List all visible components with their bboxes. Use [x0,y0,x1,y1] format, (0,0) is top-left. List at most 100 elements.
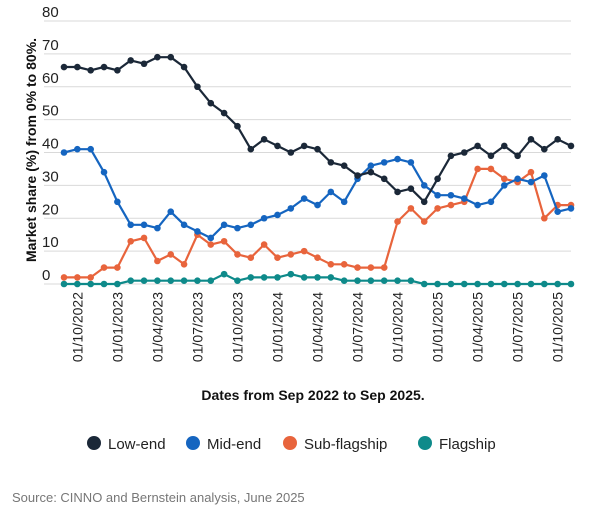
data-point [87,67,94,74]
series-lines [60,53,575,288]
data-point [74,280,81,288]
data-point [367,264,375,271]
data-point [194,228,201,235]
data-point [567,205,575,212]
x-tick-label: 01/01/2025 [430,292,446,362]
data-point [60,63,68,71]
x-tick-label: 01/04/2023 [149,292,165,362]
data-point [247,221,255,229]
x-tick-label: 01/10/2023 [229,292,245,362]
data-point [234,122,241,130]
series-line [63,148,572,240]
data-point [354,172,361,179]
data-point [207,99,215,107]
data-point [300,142,308,150]
data-point [154,224,161,232]
x-tick-label: 01/10/2024 [390,292,406,362]
y-tick-label: 20 [42,201,59,218]
data-point [340,198,348,206]
data-point [420,198,428,206]
data-point [354,264,361,271]
data-point [314,201,321,209]
data-point [527,178,535,186]
data-point [167,53,175,61]
y-tick-label: 10 [42,234,59,251]
data-point [234,251,241,258]
data-point [127,57,135,64]
data-point [380,175,388,183]
data-point [287,251,295,258]
x-tick-label: 01/04/2024 [310,292,326,362]
data-point [180,63,188,71]
data-point [354,277,361,285]
data-point [260,241,268,248]
data-point [220,237,228,245]
data-point [434,280,441,288]
data-point [514,175,521,183]
data-point [140,221,148,229]
data-point [100,168,108,176]
x-tick-label: 01/10/2025 [550,292,566,362]
series-flagship [60,270,575,288]
data-point [394,277,401,285]
data-point [340,277,348,285]
data-point [167,251,175,258]
data-point [274,142,281,150]
data-point [367,168,375,176]
y-tick-label: 70 [42,37,59,54]
data-point [140,277,148,285]
data-point [541,214,548,222]
series-mid-end [60,145,575,242]
data-point [394,218,401,225]
data-point [87,280,94,288]
data-point [447,152,455,160]
data-point [114,198,121,206]
data-point [287,270,295,278]
data-point [420,182,428,189]
data-point [114,280,121,288]
series-line [64,56,572,203]
legend-label: Mid-end [207,436,261,453]
data-point [100,63,108,71]
data-point [460,280,468,288]
data-point [247,145,255,153]
data-point [514,152,521,160]
legend-marker [186,436,200,450]
data-point [460,195,468,202]
data-point [74,145,81,153]
data-point [220,109,228,117]
data-point [327,188,335,196]
data-point [234,277,241,285]
data-point [380,264,388,271]
data-point [527,280,535,288]
series-low-end [60,53,575,206]
data-point [420,218,428,225]
x-tick-label: 01/01/2024 [269,292,285,362]
data-point [300,247,308,255]
legend-item: Sub-flagship [283,436,387,453]
data-point [554,280,561,288]
data-point [567,142,575,150]
data-point [154,277,161,285]
data-point [167,208,175,215]
data-point [260,214,268,222]
data-point [500,142,508,150]
data-point [74,63,81,71]
data-point [474,201,481,209]
legend-marker [418,436,432,450]
data-point [180,277,188,285]
data-point [541,280,548,288]
legend-label: Low-end [108,436,166,453]
data-point [114,264,121,271]
data-point [194,83,201,91]
y-tick-label: 30 [42,168,59,185]
data-point [327,159,335,166]
y-tick-label: 50 [42,103,59,120]
data-point [500,175,508,183]
data-point [180,260,188,268]
data-point [487,152,495,160]
data-point [541,145,548,153]
data-point [487,280,495,288]
data-point [474,165,481,173]
